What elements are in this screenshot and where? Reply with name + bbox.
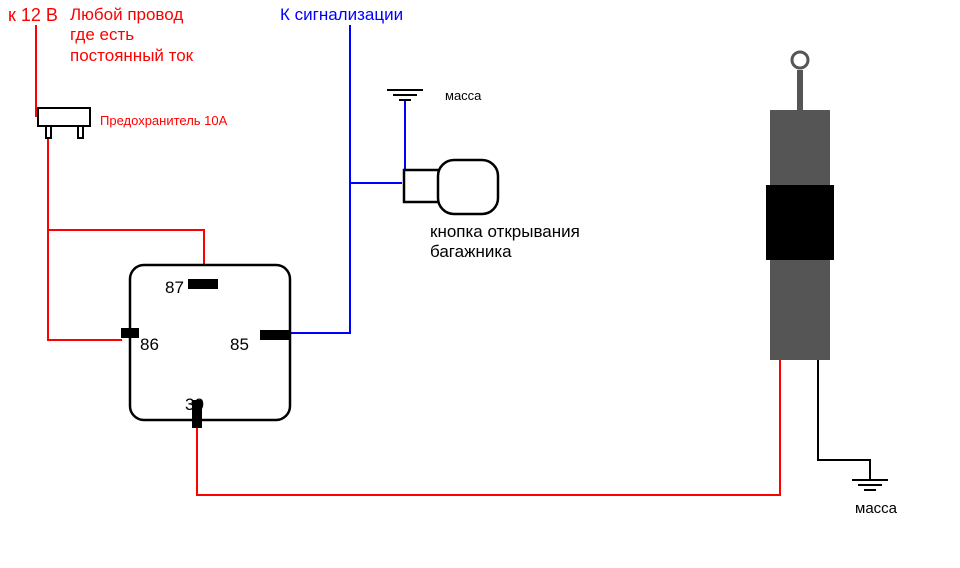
label-any-wire: Любой провод где есть постоянный ток xyxy=(70,5,193,66)
wiring-diagram xyxy=(0,0,960,568)
label-ground2: масса xyxy=(855,500,897,518)
label-button: кнопка открывания багажника xyxy=(430,222,580,263)
label-pin-87: 87 xyxy=(165,278,184,298)
label-pin-86: 86 xyxy=(140,335,159,355)
label-12v: к 12 В xyxy=(8,5,58,27)
label-ground1: масса xyxy=(445,88,481,104)
label-fuse: Предохранитель 10А xyxy=(100,113,227,129)
label-to-alarm: К сигнализации xyxy=(280,5,403,25)
label-pin-85: 85 xyxy=(230,335,249,355)
label-pin-30: 30 xyxy=(185,395,204,415)
